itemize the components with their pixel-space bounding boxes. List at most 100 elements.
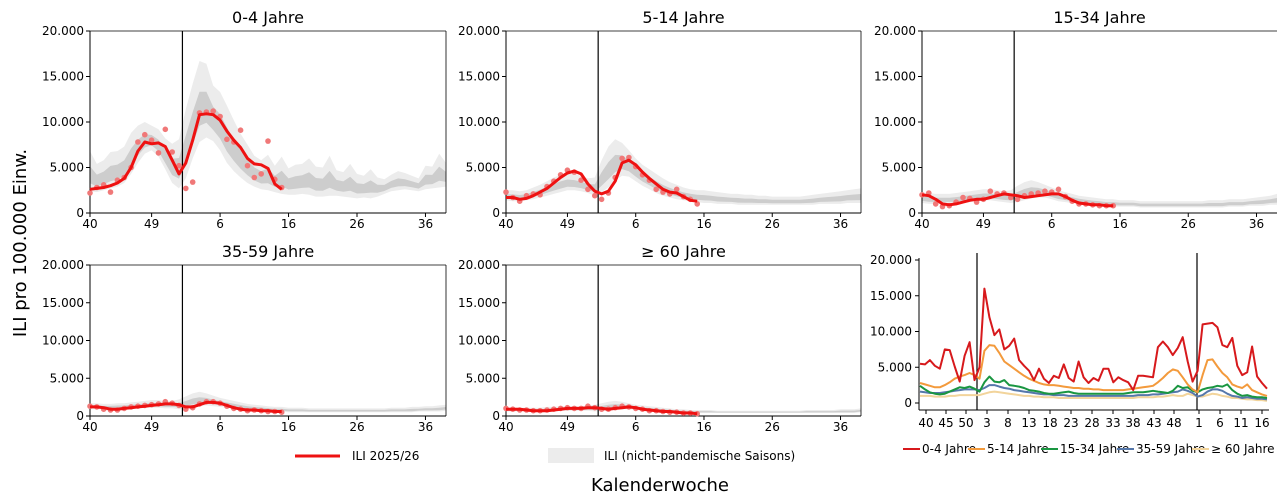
y-tick-label: 10.000	[870, 325, 912, 339]
y-tick-label: 10.000	[42, 115, 84, 129]
ili-point	[148, 137, 155, 143]
y-tick-label: 5.000	[50, 371, 84, 385]
ili-point	[176, 162, 182, 169]
x-tick-label: 6	[632, 217, 640, 231]
age-legend: 0-4 Jahre 5-14 Jahre 15-34 Jahre 35-59 Jahr…	[903, 442, 1275, 456]
x-tick-label: 49	[560, 420, 575, 434]
y-tick-label: 5.000	[878, 360, 912, 374]
y-tick-label: 15.000	[42, 70, 84, 84]
x-tick-label: 6	[216, 420, 224, 434]
y-tick-label: 20.000	[870, 253, 912, 267]
historic-band	[922, 180, 1277, 208]
ili-point	[155, 150, 162, 156]
age-legend-label: 0-4 Jahre	[922, 442, 976, 456]
ili-point	[183, 185, 189, 192]
ili-point	[237, 127, 244, 133]
x-tick-label: 49	[144, 217, 159, 231]
x-tick-label: 16	[1112, 217, 1127, 231]
y-tick-label: 0	[492, 409, 500, 423]
x-tick-label: 49	[144, 420, 159, 434]
panel-title: 5-14 Jahre	[642, 8, 724, 27]
x-tick-label: 26	[1181, 217, 1196, 231]
ili-point	[1014, 196, 1021, 203]
x-tick-label: 1	[1195, 416, 1203, 430]
ili-point	[107, 189, 114, 195]
x-tick-label: 45	[938, 416, 953, 430]
y-tick-label: 20.000	[42, 258, 84, 272]
y-tick-label: 5.000	[50, 161, 84, 175]
x-tick-label: 16	[696, 420, 711, 434]
x-tick-label: 33	[1105, 416, 1120, 430]
x-tick-label: 40	[914, 217, 929, 231]
age-series-line	[920, 390, 1268, 402]
x-tick-label: 36	[833, 420, 848, 434]
panel-5: 0 5.000 10.000 15.000 20.000 40 49 6 16 26 36 ≥ 60 …	[458, 242, 862, 434]
x-tick-label: 26	[349, 217, 364, 231]
x-tick-label: 36	[1249, 217, 1264, 231]
panel-1: 0 5.000 10.000 15.000 20.000 40 49 6 16 26 36 0-4 J…	[42, 8, 447, 231]
ili-current-line	[921, 192, 1114, 208]
x-tick-label: 6	[1216, 416, 1224, 430]
y-tick-label: 20.000	[874, 24, 916, 38]
ili-current-line	[90, 400, 282, 413]
y-tick-label: 0	[76, 409, 84, 423]
y-tick-label: 10.000	[42, 334, 84, 348]
x-tick-label: 28	[1084, 416, 1099, 430]
legend-historic-label: ILI (nicht-pandemische Saisons)	[604, 449, 795, 463]
ili-point	[585, 186, 591, 193]
panel-title: 15-34 Jahre	[1053, 8, 1145, 27]
x-tick-label: 13	[1021, 416, 1036, 430]
ili-point	[578, 177, 584, 183]
age-legend-label: ≥ 60 Jahre	[1211, 442, 1275, 456]
y-tick-label: 0	[76, 206, 84, 220]
ili-point	[619, 155, 625, 162]
y-tick-label: 20.000	[458, 258, 500, 272]
ili-point	[626, 154, 632, 161]
x-tick-label: 43	[1146, 416, 1161, 430]
x-tick-label: 26	[765, 420, 780, 434]
x-tick-label: 36	[418, 420, 433, 434]
y-tick-label: 5.000	[882, 161, 916, 175]
y-tick-label: 15.000	[874, 70, 916, 84]
y-tick-label: 10.000	[458, 334, 500, 348]
x-tick-label: 49	[560, 217, 575, 231]
y-tick-label: 10.000	[874, 115, 916, 129]
x-tick-label: 50	[958, 416, 973, 430]
panel-title: 35-59 Jahre	[222, 242, 314, 261]
age-legend-label: 15-34 Jahre	[1060, 442, 1129, 456]
x-tick-label: 8	[1004, 416, 1012, 430]
x-tick-label: 3	[983, 416, 991, 430]
y-tick-label: 5.000	[466, 371, 500, 385]
x-tick-label: 23	[1063, 416, 1078, 430]
x-tick-label: 40	[498, 217, 513, 231]
x-tick-label: 6	[1048, 217, 1056, 231]
y-tick-label: 15.000	[458, 70, 500, 84]
ili-current-line	[506, 405, 698, 416]
ili-point	[251, 174, 258, 181]
x-tick-label: 26	[765, 217, 780, 231]
x-tick-label: 6	[632, 420, 640, 434]
x-tick-label: 18	[1042, 416, 1057, 430]
ili-point	[87, 190, 93, 196]
x-tick-label: 16	[696, 217, 711, 231]
x-tick-label: 48	[1166, 416, 1181, 430]
ili-point	[932, 201, 939, 207]
x-tick-label: 40	[82, 420, 97, 434]
x-tick-label: 40	[918, 416, 933, 430]
ili-point	[162, 126, 169, 133]
y-tick-label: 0	[908, 206, 916, 220]
panel-title: 0-4 Jahre	[232, 8, 304, 27]
panel-title: ≥ 60 Jahre	[641, 242, 726, 261]
x-tick-label: 40	[498, 420, 513, 434]
ili-point	[224, 136, 230, 143]
x-tick-label: 16	[281, 420, 296, 434]
ili-point	[244, 162, 251, 169]
ili-point	[987, 188, 994, 194]
ili-point	[598, 196, 605, 203]
legend-current: ILI 2025/26	[295, 449, 419, 463]
x-tick-label: 38	[1125, 416, 1140, 430]
age-legend-label: 5-14 Jahre	[987, 442, 1049, 456]
x-tick-label: 36	[833, 217, 848, 231]
legend-historic-swatch	[548, 448, 594, 463]
